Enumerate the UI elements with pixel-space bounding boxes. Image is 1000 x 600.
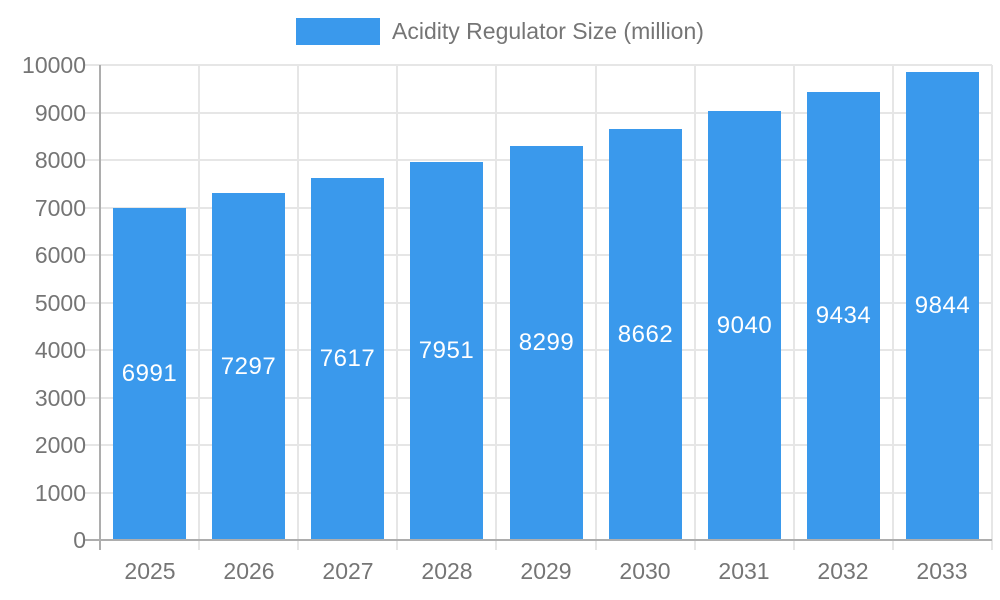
x-axis-tick	[198, 540, 200, 550]
y-axis-tick	[85, 207, 100, 209]
gridline-vertical	[892, 65, 894, 540]
gridline-horizontal	[100, 64, 992, 66]
y-axis-label: 7000	[34, 195, 86, 221]
gridline-vertical	[198, 65, 200, 540]
bar-value-label: 8662	[617, 320, 674, 348]
y-axis-tick	[85, 64, 100, 66]
y-axis-tick	[85, 159, 100, 161]
y-axis-label: 1000	[34, 480, 86, 506]
x-axis-label: 2025	[124, 558, 176, 584]
bar-2025[interactable]: 6991	[113, 208, 186, 540]
bar-value-label: 8299	[518, 329, 575, 356]
y-axis-label: 6000	[34, 242, 86, 268]
x-axis-tick	[595, 540, 597, 550]
y-axis-label: 8000	[34, 147, 86, 173]
y-axis-tick	[85, 112, 100, 114]
x-axis-tick	[297, 540, 299, 550]
x-axis-label: 2029	[520, 558, 572, 584]
x-axis-label: 2032	[817, 558, 869, 584]
y-axis-tick	[85, 444, 100, 446]
bar-value-label: 7297	[220, 352, 277, 380]
gridline-horizontal	[100, 112, 992, 114]
x-axis-tick	[495, 540, 497, 550]
bar-value-label: 9040	[716, 311, 773, 339]
y-axis-tick	[85, 349, 100, 351]
y-axis-tick	[85, 254, 100, 256]
x-axis-label: 2027	[322, 558, 374, 584]
y-axis-label: 0	[73, 527, 86, 553]
y-axis-tick	[85, 492, 100, 494]
gridline-vertical	[694, 65, 696, 540]
bar-2033[interactable]: 9844	[906, 72, 979, 540]
bar-2028[interactable]: 7951	[410, 162, 483, 540]
x-axis-tick	[396, 540, 398, 550]
x-axis-label: 2031	[718, 558, 770, 584]
gridline-vertical	[595, 65, 597, 540]
gridline-vertical	[297, 65, 299, 540]
legend-swatch-icon	[296, 18, 381, 45]
y-axis-label: 10000	[22, 52, 86, 78]
x-axis-label: 2028	[421, 558, 473, 584]
bar-value-label: 9434	[815, 302, 872, 329]
y-axis-line	[99, 65, 101, 550]
y-axis-label: 9000	[34, 100, 86, 126]
bar-value-label: 7617	[319, 345, 376, 372]
legend[interactable]: Acidity Regulator Size (million)	[0, 18, 1000, 45]
bar-value-label: 6991	[121, 360, 178, 387]
x-axis-tick	[793, 540, 795, 550]
bar-2026[interactable]: 7297	[212, 193, 285, 540]
legend-label: Acidity Regulator Size (million)	[392, 18, 704, 44]
x-axis-tick	[892, 540, 894, 550]
x-axis-label: 2030	[619, 558, 671, 584]
gridline-vertical	[396, 65, 398, 540]
gridline-vertical	[793, 65, 795, 540]
x-axis-tick	[991, 540, 993, 550]
bar-2027[interactable]: 7617	[311, 178, 384, 540]
y-axis-tick	[85, 302, 100, 304]
bar-2030[interactable]: 8662	[609, 129, 682, 540]
y-axis-label: 5000	[34, 290, 86, 316]
y-axis-tick	[85, 397, 100, 399]
x-axis-tick	[694, 540, 696, 550]
y-axis-label: 3000	[34, 385, 86, 411]
y-axis-label: 2000	[34, 432, 86, 458]
bar-value-label: 7951	[418, 337, 475, 364]
x-axis-label: 2026	[223, 558, 275, 584]
bar-2032[interactable]: 9434	[807, 92, 880, 540]
gridline-vertical	[991, 65, 993, 540]
x-axis-label: 2033	[916, 558, 968, 584]
x-axis-line	[85, 539, 992, 541]
y-axis-label: 4000	[34, 337, 86, 363]
bar-value-label: 9844	[914, 292, 971, 319]
gridline-vertical	[495, 65, 497, 540]
bar-2031[interactable]: 9040	[708, 111, 781, 540]
bar-2029[interactable]: 8299	[510, 146, 583, 540]
